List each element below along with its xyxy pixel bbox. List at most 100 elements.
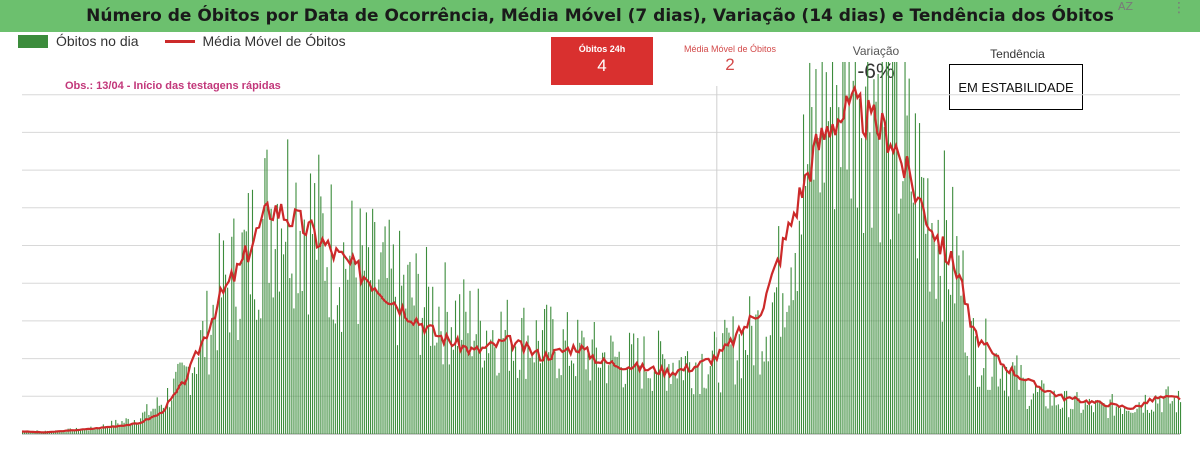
bar-mark <box>1173 397 1175 434</box>
bar-mark <box>941 321 943 434</box>
bar-mark <box>950 294 952 434</box>
bar-mark <box>380 252 382 434</box>
bar-mark <box>1163 396 1165 434</box>
bar-mark <box>28 431 30 434</box>
bar-mark <box>361 245 363 434</box>
bar-mark <box>1142 412 1144 434</box>
bar-mark <box>958 255 960 434</box>
bar-mark <box>577 319 579 434</box>
bar-mark <box>914 113 916 434</box>
bar-mark <box>689 362 691 434</box>
bar-mark <box>836 85 838 434</box>
bar-mark <box>838 107 840 435</box>
bar-mark <box>852 80 854 435</box>
bar-mark <box>475 334 477 434</box>
bar-mark <box>459 294 461 434</box>
bar-mark <box>875 101 877 434</box>
bar-mark <box>396 345 399 434</box>
kpi-variacao-value: -6% <box>857 60 895 83</box>
bar-mark <box>848 62 850 434</box>
bar-mark <box>1130 412 1132 434</box>
bar-mark <box>821 62 823 434</box>
bar-mark <box>724 319 726 434</box>
bar-mark <box>728 332 730 434</box>
bar-mark <box>713 331 715 434</box>
bar-mark <box>666 390 668 434</box>
more-vert-icon[interactable]: ⋮ <box>1172 0 1186 16</box>
bar-mark <box>1086 404 1088 434</box>
bar-mark <box>272 297 274 434</box>
bar-mark <box>312 234 314 434</box>
bar-mark <box>676 378 678 434</box>
bar-mark <box>734 384 736 434</box>
bar-mark <box>144 411 146 434</box>
bar-mark <box>865 86 867 434</box>
bar-mark <box>94 429 96 434</box>
bar-mark <box>786 311 788 434</box>
bar-mark <box>892 62 894 434</box>
annotation-note: Obs.: 13/04 - Início das testagens rápid… <box>65 80 281 92</box>
bar-mark <box>616 356 618 434</box>
bar-mark <box>1070 408 1072 434</box>
bar-mark <box>796 291 798 434</box>
bar-mark <box>635 364 637 434</box>
bar-mark <box>1119 408 1122 434</box>
bar-mark <box>1018 389 1020 434</box>
bar-mark <box>1001 365 1003 434</box>
bar-mark <box>827 121 829 435</box>
bar-mark <box>726 327 728 434</box>
bar-mark <box>251 189 254 434</box>
bar-mark <box>1008 396 1010 434</box>
bar-mark <box>566 312 568 434</box>
bar-mark <box>92 428 94 434</box>
bar-mark <box>295 182 297 434</box>
bar-mark <box>1124 408 1126 434</box>
bar-mark <box>943 150 945 434</box>
bar-mark <box>554 351 556 434</box>
bar-mark <box>86 430 88 434</box>
bar-mark <box>655 371 657 434</box>
bar-mark <box>844 62 846 434</box>
bar-mark <box>268 282 270 434</box>
sort-az-icon[interactable]: AZ <box>1118 0 1134 13</box>
bar-mark <box>825 72 827 434</box>
bar-mark <box>834 209 836 434</box>
bar-mark <box>633 333 635 434</box>
kpi-tendencia-value: EM ESTABILIDADE <box>958 79 1074 95</box>
bar-mark <box>334 323 336 434</box>
bar-mark <box>647 378 649 434</box>
bar-mark <box>113 426 115 434</box>
bar-mark <box>997 386 999 434</box>
bar-mark <box>622 387 624 434</box>
bar-mark <box>102 424 104 434</box>
bar-mark <box>343 242 345 434</box>
bar-mark <box>200 330 202 434</box>
bar-mark <box>960 295 962 434</box>
bar-mark <box>711 350 713 434</box>
bar-mark <box>318 154 320 435</box>
bar-mark <box>1045 406 1047 434</box>
bar-mark <box>763 361 765 434</box>
bar-mark <box>579 342 581 434</box>
bar-mark <box>570 360 573 434</box>
bar-mark <box>672 362 674 434</box>
bar-mark <box>187 366 189 434</box>
bar-mark <box>597 367 599 434</box>
bar-mark <box>1039 386 1041 434</box>
bar-mark <box>568 365 570 434</box>
bar-mark <box>341 331 343 434</box>
bar-mark <box>386 277 388 434</box>
bar-mark <box>338 287 341 434</box>
bar-mark <box>792 300 794 434</box>
bar-mark <box>643 336 645 434</box>
bar-mark <box>1151 409 1153 434</box>
bar-mark <box>517 377 519 434</box>
bar-mark <box>815 69 817 435</box>
bar-mark <box>749 296 751 434</box>
bar-mark <box>983 368 985 434</box>
bar-mark <box>1053 390 1055 434</box>
bar-mark <box>177 363 179 434</box>
bar-mark <box>738 334 740 434</box>
bar-mark <box>26 432 28 434</box>
bar-mark <box>129 424 131 434</box>
